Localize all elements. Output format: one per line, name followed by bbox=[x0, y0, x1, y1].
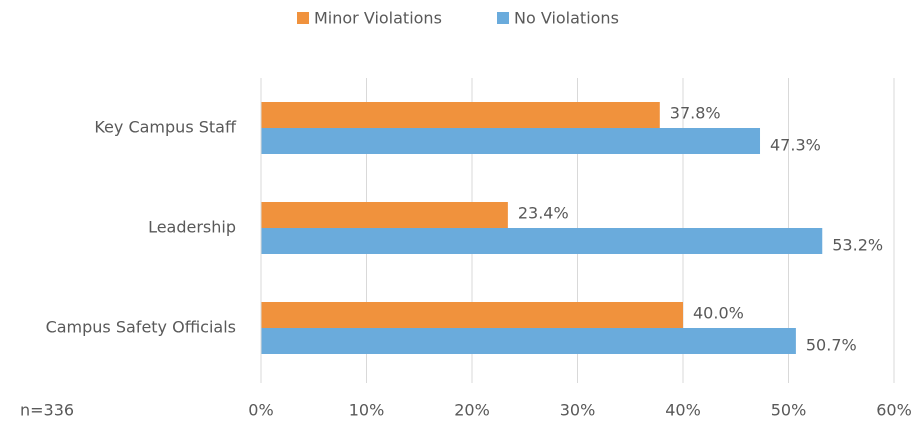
legend-swatch bbox=[497, 12, 509, 24]
legend-label: No Violations bbox=[514, 9, 619, 28]
value-label: 50.7% bbox=[806, 336, 857, 355]
x-tick-label: 0% bbox=[248, 401, 273, 420]
y-tick-label: Key Campus Staff bbox=[94, 118, 237, 137]
x-tick-label: 10% bbox=[349, 401, 385, 420]
bar bbox=[261, 328, 796, 354]
legend-swatch bbox=[297, 12, 309, 24]
bar bbox=[261, 128, 761, 154]
x-tick-label: 30% bbox=[560, 401, 596, 420]
x-tick-label: 20% bbox=[454, 401, 490, 420]
bar bbox=[261, 102, 660, 128]
y-tick-label: Leadership bbox=[148, 218, 236, 237]
value-label: 53.2% bbox=[832, 236, 883, 255]
bar bbox=[261, 228, 823, 254]
value-label: 40.0% bbox=[693, 304, 744, 323]
y-tick-label: Campus Safety Officials bbox=[46, 318, 236, 337]
bar bbox=[261, 202, 508, 228]
legend-label: Minor Violations bbox=[314, 9, 442, 28]
x-tick-label: 50% bbox=[771, 401, 807, 420]
value-label: 37.8% bbox=[670, 104, 721, 123]
annotation: n=336 bbox=[20, 401, 74, 420]
x-tick-label: 60% bbox=[876, 401, 912, 420]
bar bbox=[261, 302, 683, 328]
x-tick-label: 40% bbox=[665, 401, 701, 420]
value-label: 23.4% bbox=[518, 204, 569, 223]
value-label: 47.3% bbox=[770, 136, 821, 155]
